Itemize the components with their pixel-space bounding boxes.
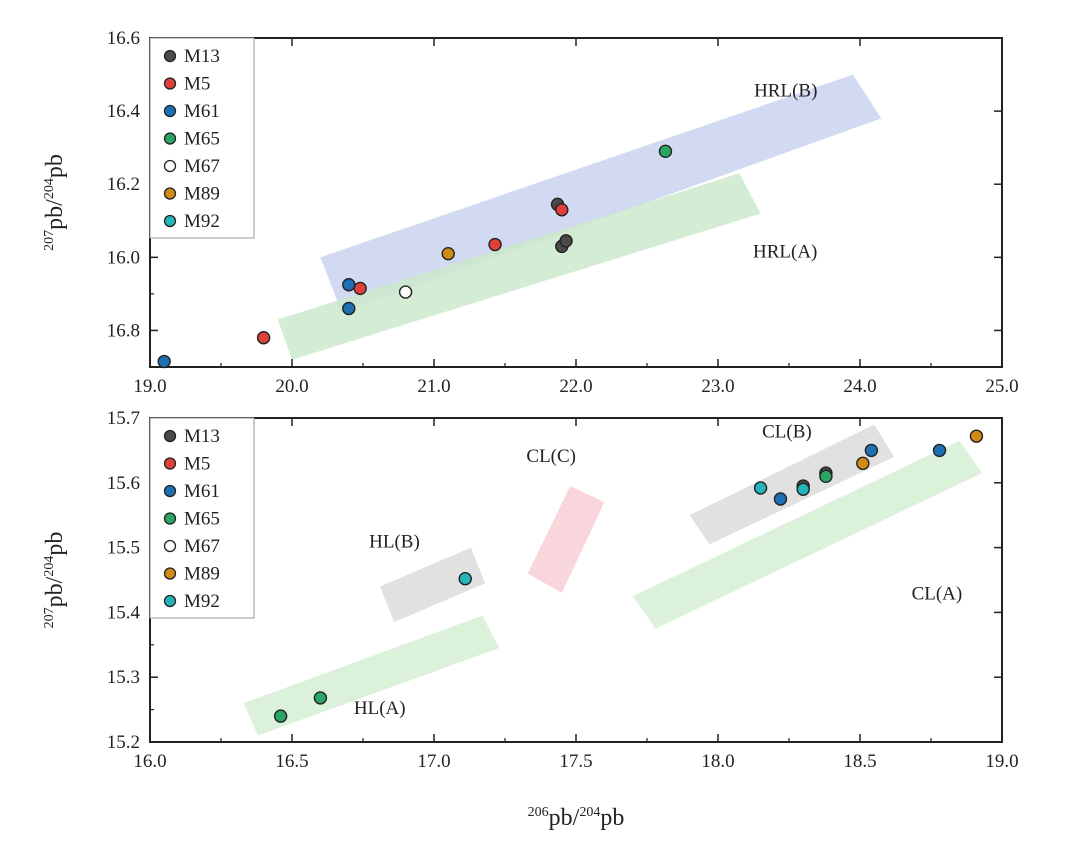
top-legend: M13 M5 M61 M65 M67 M89 M92	[149, 37, 255, 239]
bottom-x-tick-label: 16.5	[275, 751, 308, 772]
top-legend-label-m67: M67	[184, 156, 220, 177]
top-legend-label-m13: M13	[184, 46, 220, 67]
bottom-y-tick-label: 15.3	[107, 667, 140, 688]
top-legend-marker-m5	[163, 77, 177, 90]
top-x-tick-label: 20.0	[275, 376, 308, 397]
top-legend-label-m89: M89	[184, 184, 220, 205]
top-legend-label-m65: M65	[184, 129, 220, 150]
bottom-region-label-cl-b: CL(B)	[762, 421, 812, 442]
top-point-m5	[353, 281, 367, 296]
bottom-point-m89	[856, 456, 870, 471]
bottom-point-m61	[773, 492, 788, 506]
bottom-point-m61	[864, 443, 879, 458]
bottom-x-axis-title: 206pb/204pb	[528, 805, 625, 831]
bottom-legend-marker-m92	[163, 594, 177, 608]
top-region-label-hrl-a: HRL(A)	[753, 241, 817, 262]
top-point-m61	[342, 301, 356, 316]
top-legend-marker-m92	[163, 214, 177, 228]
top-legend-marker-m89	[163, 187, 177, 200]
top-y-tick-label: 16.4	[107, 101, 141, 122]
bottom-y-tick-label: 15.6	[107, 473, 140, 494]
top-point-m89	[441, 246, 455, 261]
top-point-m67	[398, 285, 413, 299]
top-point-m5	[256, 331, 271, 345]
bottom-point-m61	[932, 443, 947, 458]
bottom-legend-marker-m67	[163, 539, 177, 553]
bottom-y-axis-title: 207pb/204pb	[42, 532, 68, 629]
top-legend-label-m92: M92	[184, 211, 220, 232]
top-point-m5	[555, 203, 569, 217]
bottom-y-tick-label: 15.2	[107, 732, 140, 753]
top-legend-marker-m13	[163, 49, 177, 63]
bottom-x-tick-label: 19.0	[985, 751, 1018, 772]
bottom-y-tick-label: 15.4	[107, 602, 141, 623]
bottom-region-hl-a	[243, 615, 500, 736]
bottom-region-cl-c	[527, 486, 605, 593]
bottom-region-label-cl-a: CL(A)	[912, 583, 963, 604]
top-y-tick-label: 16.2	[107, 174, 140, 195]
bottom-point-m92	[458, 572, 472, 586]
top-x-tick-label: 23.0	[701, 376, 734, 397]
top-point-m65	[658, 144, 673, 159]
top-scatter-panel: 19.0 20.0 21.0 22.0 23.0 24.0 25.0 16.8 16.0 16.2…	[42, 28, 1019, 397]
bottom-x-tick-label: 17.5	[559, 751, 592, 772]
bottom-point-m92	[796, 482, 810, 496]
bottom-legend-marker-m5	[163, 457, 177, 470]
top-legend-label-m61: M61	[184, 101, 220, 122]
top-point-m13	[559, 234, 573, 248]
bottom-y-tick-label: 15.5	[107, 538, 140, 559]
bottom-x-tick-label: 18.5	[843, 751, 876, 772]
bottom-legend-label-m92: M92	[184, 591, 220, 612]
top-y-tick-label: 16.8	[107, 320, 140, 341]
top-point-m61	[342, 278, 356, 292]
bottom-x-tick-label: 18.0	[701, 751, 734, 772]
bottom-legend-label-m5: M5	[184, 454, 210, 475]
bottom-legend-marker-m89	[163, 567, 177, 580]
bottom-point-m92	[753, 481, 768, 495]
top-x-tick-label: 21.0	[417, 376, 450, 397]
bottom-legend-marker-m61	[163, 484, 177, 498]
bottom-point-m65	[819, 469, 833, 484]
bottom-legend-marker-m13	[163, 429, 177, 443]
top-y-axis-title: 207pb/204pb	[42, 154, 68, 251]
top-region-hrl-a	[277, 173, 761, 360]
bottom-x-tick-label: 17.0	[417, 751, 450, 772]
top-y-tick-label: 16.0	[107, 247, 140, 268]
top-legend-marker-m61	[163, 104, 177, 118]
bottom-point-m89	[969, 429, 984, 443]
bottom-region-hl-b	[380, 547, 486, 623]
bottom-region-label-cl-c: CL(C)	[526, 446, 576, 467]
bottom-legend: M13 M5 M61 M65 M67 M89 M92	[149, 417, 255, 619]
top-point-m5	[488, 237, 502, 252]
top-y-tick-label: 16.6	[107, 28, 140, 49]
bottom-y-tick-label: 15.7	[107, 408, 140, 429]
bottom-scatter-panel: 16.0 16.5 17.0 17.5 18.0 18.5 19.0 15.2 15.3 15.4…	[42, 408, 1019, 831]
top-legend-marker-m65	[163, 132, 177, 145]
bottom-region-label-hl-b: HL(B)	[369, 532, 420, 553]
bottom-legend-marker-m65	[163, 512, 177, 525]
bottom-region-label-hl-a: HL(A)	[354, 698, 406, 719]
bottom-x-tick-label: 16.0	[133, 751, 166, 772]
top-x-tick-label: 22.0	[559, 376, 592, 397]
top-legend-marker-m67	[163, 159, 177, 173]
bottom-legend-label-m89: M89	[184, 564, 220, 585]
bottom-legend-label-m61: M61	[184, 481, 220, 502]
top-region-hrl-b	[320, 74, 882, 313]
bottom-legend-label-m13: M13	[184, 426, 220, 447]
top-x-tick-label: 19.0	[133, 376, 166, 397]
top-x-tick-label: 24.0	[843, 376, 876, 397]
bottom-point-m65	[313, 691, 328, 705]
bottom-legend-label-m67: M67	[184, 536, 220, 557]
top-point-m61	[157, 354, 171, 369]
top-x-tick-label: 25.0	[985, 376, 1018, 397]
top-region-label-hrl-b: HRL(B)	[754, 80, 817, 101]
top-legend-label-m5: M5	[184, 74, 210, 95]
bottom-legend-label-m65: M65	[184, 509, 220, 530]
bottom-region-cl-b	[689, 424, 895, 545]
bottom-point-m65	[273, 709, 288, 723]
bottom-region-cl-a	[632, 440, 983, 629]
